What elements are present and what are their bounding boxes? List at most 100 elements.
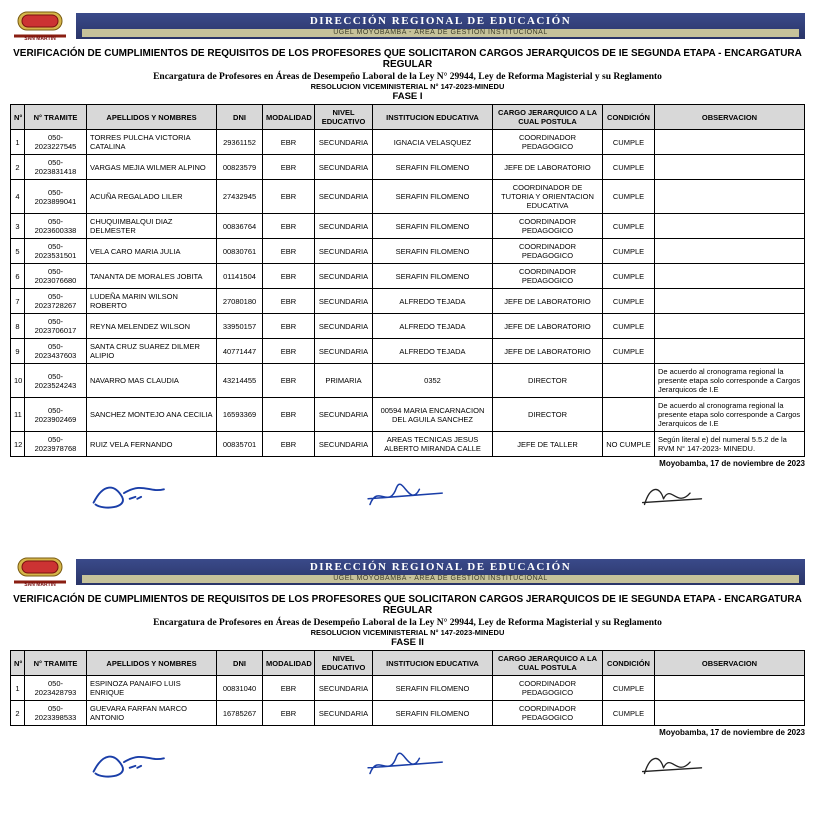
- table-cell: 050-2023600338: [25, 214, 87, 239]
- table-cell: EBR: [263, 130, 315, 155]
- table-cell: 29361152: [217, 130, 263, 155]
- table-cell: [655, 130, 805, 155]
- table-cell: [655, 155, 805, 180]
- col-nombres: APELLIDOS Y NOMBRES: [87, 105, 217, 130]
- signatures-fase1: [10, 476, 805, 516]
- table-cell: SERAFIN FILOMENO: [373, 214, 493, 239]
- table-cell: 050-2023902469: [25, 398, 87, 432]
- table-cell: 27080180: [217, 289, 263, 314]
- table-cell: SERAFIN FILOMENO: [373, 701, 493, 726]
- table-cell: 11: [11, 398, 25, 432]
- col-ie: INSTITUCION EDUCATIVA: [373, 651, 493, 676]
- table-cell: 050-2023076680: [25, 264, 87, 289]
- banner-text: DIRECCIÓN REGIONAL DE EDUCACIÓN UGEL MOY…: [76, 13, 805, 39]
- table-cell: 00831040: [217, 676, 263, 701]
- col-dni: DNI: [217, 651, 263, 676]
- table-cell: ALFREDO TEJADA: [373, 314, 493, 339]
- banner-text-2: DIRECCIÓN REGIONAL DE EDUCACIÓN UGEL MOY…: [76, 559, 805, 585]
- table-cell: COORDINADOR PEDAGOGICO: [493, 214, 603, 239]
- table-cell: CUMPLE: [603, 180, 655, 214]
- table-cell: REYNA MELENDEZ WILSON: [87, 314, 217, 339]
- signature-2: [351, 476, 465, 516]
- footer-date-2: Moyobamba, 17 de noviembre de 2023: [10, 728, 805, 737]
- table-cell: CUMPLE: [603, 130, 655, 155]
- table-cell: [603, 364, 655, 398]
- table-cell: ALFREDO TEJADA: [373, 289, 493, 314]
- header-banner: SAN MARTÍN DIRECCIÓN REGIONAL DE EDUCACI…: [10, 10, 805, 42]
- table-cell: De acuerdo al cronograma regional la pre…: [655, 398, 805, 432]
- table-cell: JEFE DE LABORATORIO: [493, 339, 603, 364]
- table-cell: NAVARRO MAS CLAUDIA: [87, 364, 217, 398]
- table-cell: COORDINADOR PEDAGOGICO: [493, 264, 603, 289]
- table-cell: COORDINADOR PEDAGOGICO: [493, 239, 603, 264]
- table-cell: Según literal e) del numeral 5.5.2 de la…: [655, 432, 805, 457]
- table-cell: DIRECTOR: [493, 398, 603, 432]
- banner-subtitle-2: UGEL MOYOBAMBA - ÁREA DE GESTIÓN INSTITU…: [82, 575, 799, 583]
- table-cell: 16785267: [217, 701, 263, 726]
- svg-text:SAN MARTÍN: SAN MARTÍN: [24, 34, 56, 42]
- table-cell: SECUNDARIA: [315, 432, 373, 457]
- col-cargo: CARGO JERARQUICO A LA CUAL POSTULA: [493, 651, 603, 676]
- table-cell: EBR: [263, 180, 315, 214]
- table-cell: CUMPLE: [603, 289, 655, 314]
- table-cell: EBR: [263, 432, 315, 457]
- table-cell: 00836764: [217, 214, 263, 239]
- table-cell: VARGAS MEJIA WILMER ALPINO: [87, 155, 217, 180]
- table-cell: [655, 180, 805, 214]
- table-cell: CUMPLE: [603, 264, 655, 289]
- col-obs: OBSERVACION: [655, 105, 805, 130]
- col-n: N°: [11, 651, 25, 676]
- table-cell: EBR: [263, 264, 315, 289]
- table-row: 7050-2023728267LUDEÑA MARIN WILSON ROBER…: [11, 289, 805, 314]
- table-cell: JEFE DE TALLER: [493, 432, 603, 457]
- table-cell: 5: [11, 239, 25, 264]
- banner-title-2: DIRECCIÓN REGIONAL DE EDUCACIÓN: [82, 561, 799, 574]
- table-cell: 1: [11, 130, 25, 155]
- fase1-table: N° N° TRAMITE APELLIDOS Y NOMBRES DNI MO…: [10, 104, 805, 457]
- table-cell: EBR: [263, 155, 315, 180]
- table-cell: [655, 214, 805, 239]
- table-row: 1050-2023227545TORRES PULCHA VICTORIA CA…: [11, 130, 805, 155]
- table-header-row: N° N° TRAMITE APELLIDOS Y NOMBRES DNI MO…: [11, 105, 805, 130]
- table-cell: COORDINADOR PEDAGOGICO: [493, 701, 603, 726]
- table-row: 1050-2023428793ESPINOZA PANAIFO LUIS ENR…: [11, 676, 805, 701]
- table-cell: 050-2023978768: [25, 432, 87, 457]
- table-cell: SERAFIN FILOMENO: [373, 155, 493, 180]
- signature-1b: [86, 745, 200, 785]
- header-banner-2: SAN MARTÍN DIRECCIÓN REGIONAL DE EDUCACI…: [10, 556, 805, 588]
- col-condicion: CONDICIÓN: [603, 105, 655, 130]
- table-cell: 27432945: [217, 180, 263, 214]
- table-cell: 00830761: [217, 239, 263, 264]
- title-main-2: VERIFICACIÓN DE CUMPLIMIENTOS DE REQUISI…: [10, 594, 805, 616]
- col-obs: OBSERVACION: [655, 651, 805, 676]
- table-cell: SECUNDARIA: [315, 398, 373, 432]
- table-cell: TANANTA DE MORALES JOBITA: [87, 264, 217, 289]
- table-cell: [655, 339, 805, 364]
- logo-san-martin: SAN MARTÍN: [10, 10, 70, 42]
- table-cell: CUMPLE: [603, 339, 655, 364]
- table-cell: SANTA CRUZ SUAREZ DILMER ALIPIO: [87, 339, 217, 364]
- table-cell: 050-2023437603: [25, 339, 87, 364]
- col-condicion: CONDICIÓN: [603, 651, 655, 676]
- table-cell: EBR: [263, 339, 315, 364]
- table-cell: [655, 701, 805, 726]
- col-ie: INSTITUCION EDUCATIVA: [373, 105, 493, 130]
- col-cargo: CARGO JERARQUICO A LA CUAL POSTULA: [493, 105, 603, 130]
- table-cell: [655, 264, 805, 289]
- table-cell: SECUNDARIA: [315, 130, 373, 155]
- table-row: 11050-2023902469SANCHEZ MONTEJO ANA CECI…: [11, 398, 805, 432]
- svg-text:SAN MARTÍN: SAN MARTÍN: [24, 580, 56, 588]
- table-cell: EBR: [263, 289, 315, 314]
- table-cell: SECUNDARIA: [315, 289, 373, 314]
- table-cell: SERAFIN FILOMENO: [373, 180, 493, 214]
- table-row: 8050-2023706017REYNA MELENDEZ WILSON3395…: [11, 314, 805, 339]
- table-cell: CUMPLE: [603, 239, 655, 264]
- table-cell: SECUNDARIA: [315, 314, 373, 339]
- col-nivel: NIVEL EDUCATIVO: [315, 105, 373, 130]
- resolucion-2: RESOLUCION VICEMINISTERIAL N° 147-2023-M…: [10, 628, 805, 637]
- col-nombres: APELLIDOS Y NOMBRES: [87, 651, 217, 676]
- table-cell: EBR: [263, 676, 315, 701]
- table-cell: SECUNDARIA: [315, 239, 373, 264]
- table-cell: [655, 314, 805, 339]
- table-header-row: N° N° TRAMITE APELLIDOS Y NOMBRES DNI MO…: [11, 651, 805, 676]
